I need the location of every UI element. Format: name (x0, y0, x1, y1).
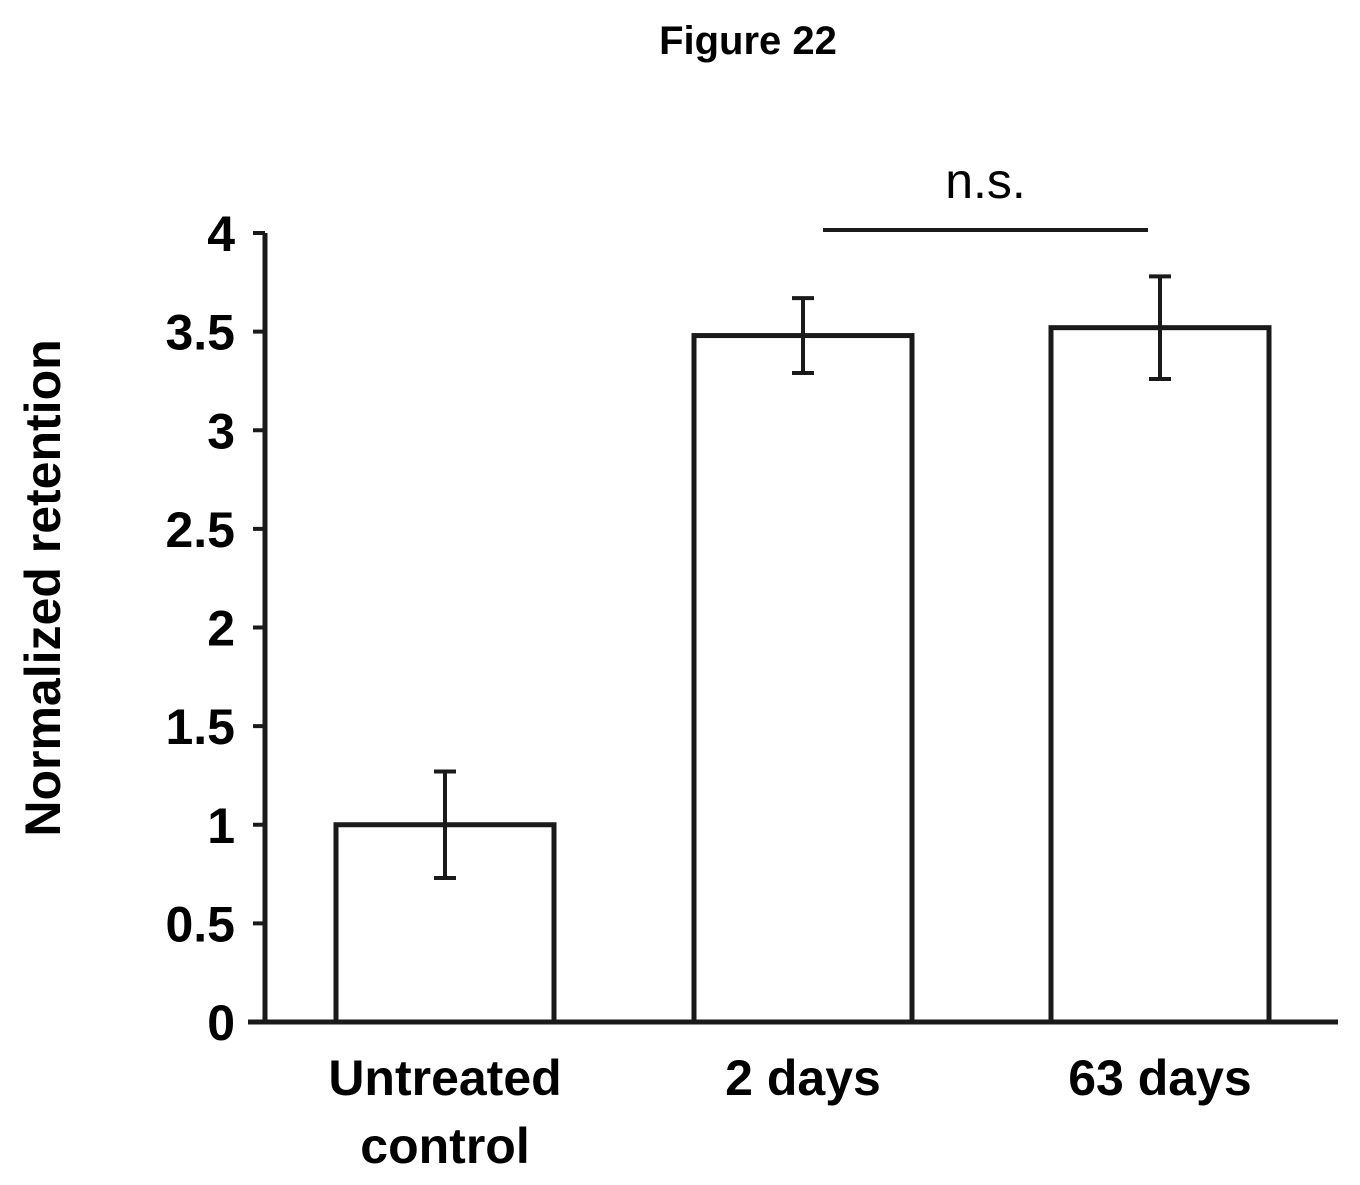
y-tick-label: 3 (207, 403, 235, 459)
y-tick-label: 4 (207, 206, 235, 262)
x-category-label: 63 days (1068, 1050, 1251, 1106)
x-category-label: 2 days (725, 1050, 881, 1106)
y-tick-label: 3.5 (165, 305, 235, 361)
y-tick-label: 1 (207, 798, 235, 854)
y-tick-label: 2.5 (165, 502, 235, 558)
y-axis-title: Normalized retention (15, 339, 71, 836)
y-tick-label: 0.5 (165, 896, 235, 952)
y-tick-label: 2 (207, 601, 235, 657)
x-category-label: Untreated (328, 1050, 561, 1106)
figure-title: Figure 22 (659, 19, 837, 63)
bar (1048, 325, 1272, 1025)
significance-label: n.s. (945, 153, 1026, 209)
y-tick-label: 1.5 (165, 699, 235, 755)
bar (691, 333, 915, 1025)
x-category-label: control (360, 1118, 529, 1174)
y-tick-label: 0 (207, 995, 235, 1051)
